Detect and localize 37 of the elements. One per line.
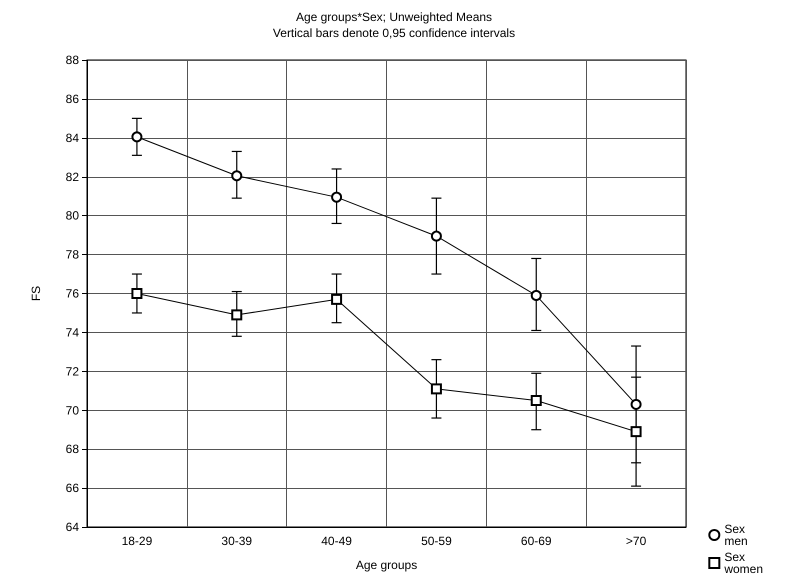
point xyxy=(430,383,442,394)
y-tick-label: 70 xyxy=(66,403,80,418)
point xyxy=(231,170,242,182)
x-tick-label: 60-69 xyxy=(520,534,552,548)
point xyxy=(131,131,142,142)
y-tick-label: 80 xyxy=(66,208,80,223)
chart-title: Age groups*Sex; Unweighted Means xyxy=(296,10,492,24)
point xyxy=(530,290,542,301)
x-tick-label: 18-29 xyxy=(122,534,153,548)
x-tick-label: 30-39 xyxy=(221,534,252,548)
y-tick-label: 74 xyxy=(66,325,80,340)
x-tick-label: 40-49 xyxy=(321,534,352,548)
y-tick-label: 86 xyxy=(66,92,80,106)
y-tick-label: 76 xyxy=(66,286,80,300)
point xyxy=(530,395,542,406)
point xyxy=(630,426,642,438)
point xyxy=(331,192,342,203)
point xyxy=(331,294,342,305)
y-tick-label: 82 xyxy=(66,170,80,184)
point xyxy=(131,288,142,299)
x-tick-label: 50-59 xyxy=(421,534,452,548)
y-tick-label: 84 xyxy=(66,130,80,145)
point xyxy=(231,309,242,320)
legend-label: Sex men xyxy=(724,522,748,548)
x-axis-title: Age groups xyxy=(356,558,418,572)
y-tick-label: 66 xyxy=(66,481,80,496)
point xyxy=(430,230,442,242)
y-tick-label: 78 xyxy=(66,248,80,262)
y-tick-label: 68 xyxy=(66,442,80,456)
point xyxy=(630,398,642,410)
x-tick-label: >70 xyxy=(626,534,647,548)
y-tick-label: 88 xyxy=(66,53,80,67)
y-tick-label: 64 xyxy=(66,520,80,534)
legend-label: Sex women xyxy=(723,550,764,576)
y-tick-label: 72 xyxy=(66,364,80,378)
chart-subtitle: Vertical bars denote 0,95 confidence intervals xyxy=(272,26,516,40)
y-axis-title: FS xyxy=(29,286,43,302)
